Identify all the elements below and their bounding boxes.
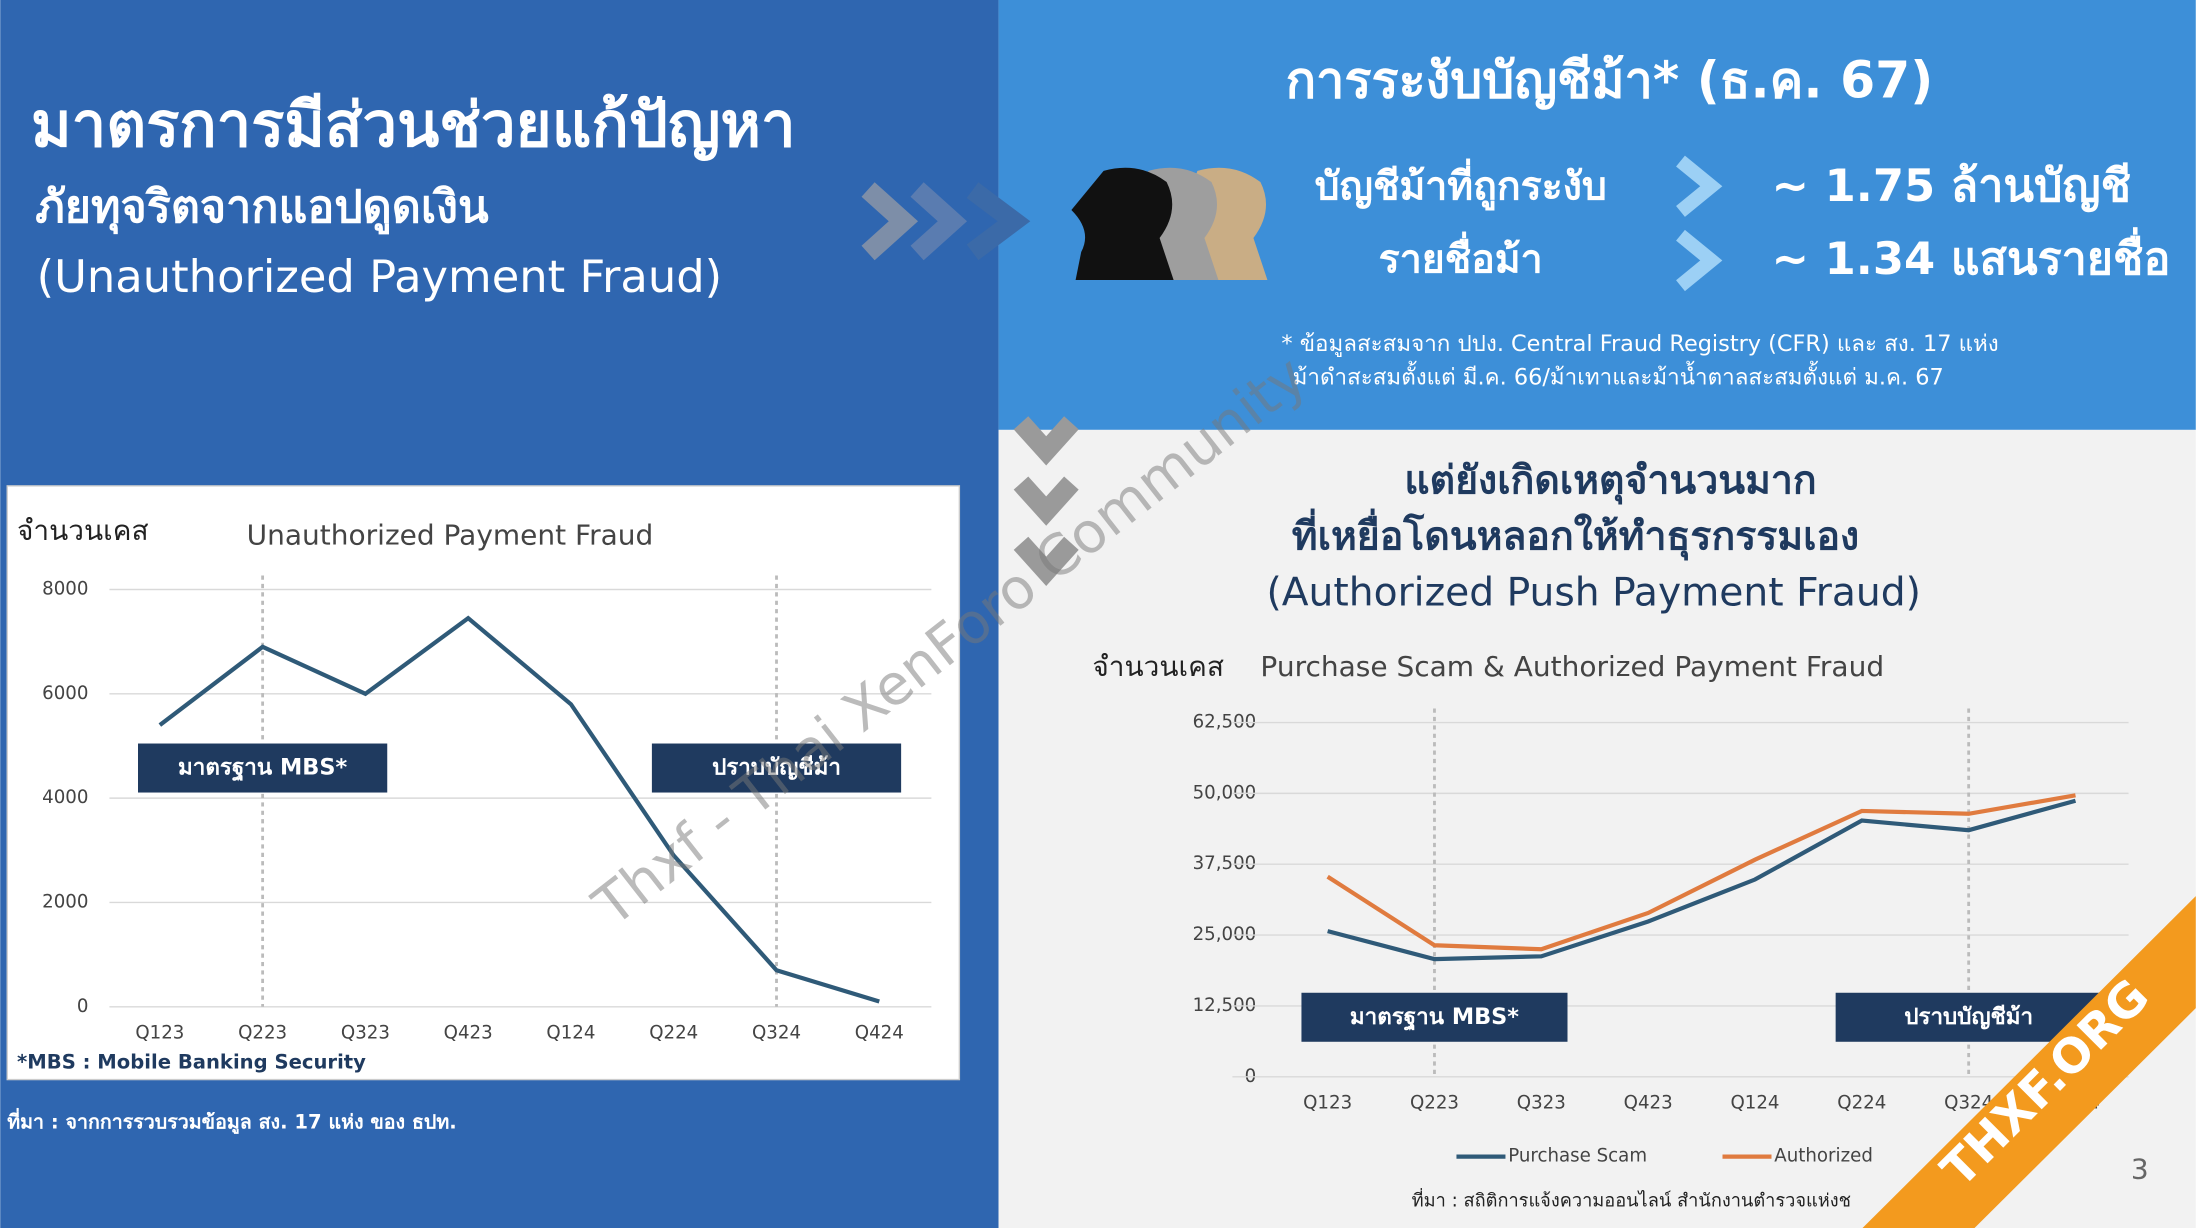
y-tick-label: 4000 (42, 787, 88, 808)
y-tick-label: 8000 (42, 578, 88, 599)
data-line (158, 615, 880, 1004)
left-subtitle-en: (Unauthorized Payment Fraud) (37, 250, 723, 303)
legend-label: Authorized (1774, 1146, 1873, 1167)
y-tick-label: 12,500 (1193, 995, 1257, 1016)
x-tick-label: Q323 (341, 1022, 390, 1043)
x-tick-label: Q224 (1837, 1092, 1886, 1113)
arrows-down (1013, 416, 1079, 586)
annotation-label: มาตรฐาน MBS* (1350, 1004, 1519, 1031)
lower-heading-en: (Authorized Push Payment Fraud) (1266, 571, 1920, 616)
stat-value: ~ 1.75 ล้านบัญชี (1772, 159, 2132, 212)
x-tick-label: Q423 (1624, 1092, 1673, 1113)
charts: จำนวนเคส Unauthorized Payment Fraud 0 2000 4… (17, 514, 2129, 1167)
x-tick-label: Q123 (135, 1022, 184, 1043)
footnote: *MBS : Mobile Banking Security (17, 1050, 366, 1073)
annotation-box (138, 743, 388, 793)
x-tick-label: Q424 (855, 1022, 904, 1043)
x-tick-label: Q224 (649, 1022, 698, 1043)
lower-heading: ที่เหยื่อโดนหลอกให้ทำธุรกรรมเอง (1292, 509, 1859, 561)
left-title: มาตรการมีส่วนช่วยแก้ปัญหา (31, 89, 796, 161)
arrows-right (861, 182, 1031, 261)
page-number: 3 (2131, 1153, 2149, 1186)
y-tick-label: 0 (77, 996, 89, 1017)
annotation-box (1835, 992, 2102, 1042)
stat-arrows (1676, 155, 1723, 292)
data-line (1326, 793, 2076, 952)
annotation-box (1301, 992, 1568, 1042)
y-tick-label: 25,000 (1193, 924, 1257, 945)
left-source: ที่มา : จากการรวบรวมข้อมูล สง. 17 แห่ง ข… (7, 1107, 456, 1135)
y-axis-label: จำนวนเคส (17, 514, 149, 547)
lower-heading: แต่ยังเกิดเหตุจำนวนมาก (1404, 459, 1816, 505)
x-tick-label: Q123 (1303, 1092, 1352, 1113)
y-axis-label: จำนวนเคส (1092, 650, 1224, 683)
x-tick-label: Q223 (1410, 1092, 1459, 1113)
x-tick-label: Q324 (1944, 1092, 1993, 1113)
horse-icons (1071, 167, 1268, 281)
chart-title: Purchase Scam & Authorized Payment Fraud (1260, 650, 1884, 683)
y-tick-label: 37,500 (1193, 853, 1257, 874)
x-tick-label: Q124 (1730, 1092, 1779, 1113)
right-source: ที่มา : สถิติการแจ้งความออนไลน์ สำนักงาน… (1412, 1187, 1851, 1211)
left-subtitle: ภัยทุจริตจากแอปดูดเงิน (35, 180, 489, 235)
stat-label: รายชื่อม้า (1379, 231, 1543, 282)
y-tick-label: 62,500 (1193, 712, 1257, 733)
annotation-label: มาตรฐาน MBS* (178, 755, 347, 782)
stat-label: บัญชีม้าที่ถูกระงับ (1315, 159, 1607, 211)
chart-title: Unauthorized Payment Fraud (247, 518, 654, 551)
badge-band (1862, 896, 2196, 1228)
annotation-box (651, 743, 902, 793)
data-line (1327, 798, 2077, 962)
y-tick-label: 6000 (42, 683, 88, 704)
y-tick-label: 50,000 (1193, 782, 1257, 803)
stat-value: ~ 1.34 แสนรายชื่อ (1772, 227, 2171, 285)
right-title: การระงับบัญชีม้า* (ธ.ค. 67) (1286, 51, 1934, 110)
x-tick-label: Q323 (1517, 1092, 1566, 1113)
note: ม้าดำสะสมตั้งแต่ มี.ค. 66/ม้าเทาและม้าน้… (1293, 361, 1944, 391)
annotation-label: ปราบบัญชีม้า (712, 755, 841, 781)
note: * ข้อมูลสะสมจาก ปปง. Central Fraud Regis… (1281, 331, 1998, 357)
legend-label: Purchase Scam (1508, 1146, 1647, 1167)
x-tick-label: Q124 (546, 1022, 595, 1043)
x-tick-label: Q423 (444, 1022, 493, 1043)
y-tick-label: 2000 (42, 891, 88, 912)
x-tick-label: Q223 (238, 1022, 287, 1043)
x-tick-label: Q324 (752, 1022, 801, 1043)
annotation-label: ปราบบัญชีม้า (1904, 1004, 2033, 1030)
